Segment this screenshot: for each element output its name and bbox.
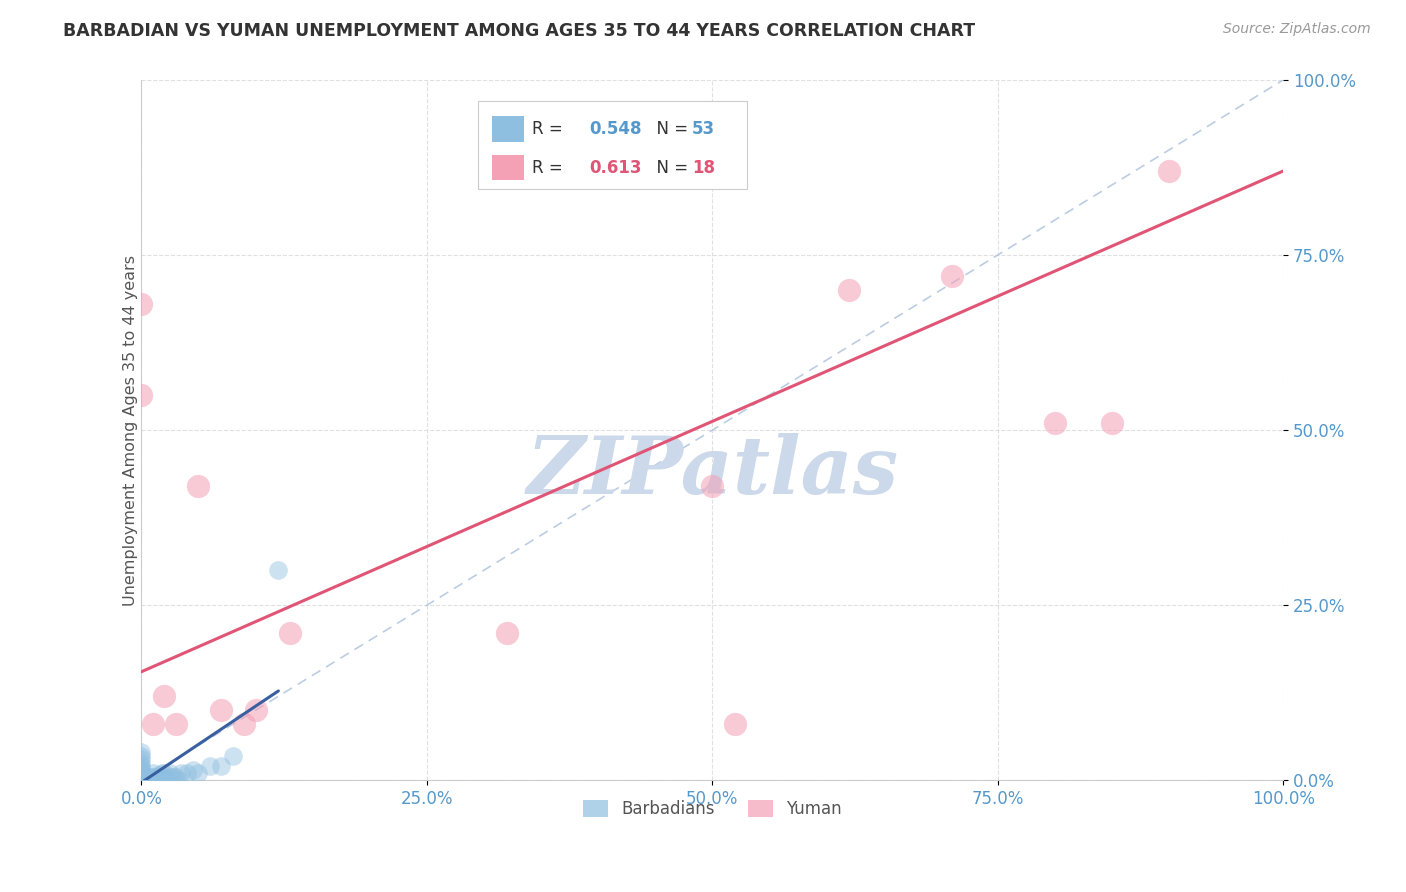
Point xyxy=(142,770,165,784)
Point xyxy=(131,766,153,780)
Text: Source: ZipAtlas.com: Source: ZipAtlas.com xyxy=(1223,22,1371,37)
Point xyxy=(131,767,153,781)
Point xyxy=(495,626,517,640)
Point xyxy=(153,766,176,780)
Point xyxy=(131,770,153,784)
Legend: Barbadians, Yuman: Barbadians, Yuman xyxy=(576,793,848,824)
Point xyxy=(148,773,170,788)
Point xyxy=(131,764,153,779)
Text: N =: N = xyxy=(645,159,693,177)
Text: 0.613: 0.613 xyxy=(589,159,641,177)
Point xyxy=(131,297,153,311)
Point xyxy=(150,766,173,780)
Point xyxy=(159,770,181,784)
Text: R =: R = xyxy=(531,120,568,138)
Point xyxy=(143,773,166,788)
Point xyxy=(209,703,232,717)
Point xyxy=(187,479,209,493)
Point xyxy=(222,748,245,763)
Point xyxy=(165,770,187,784)
Text: BARBADIAN VS YUMAN UNEMPLOYMENT AMONG AGES 35 TO 44 YEARS CORRELATION CHART: BARBADIAN VS YUMAN UNEMPLOYMENT AMONG AG… xyxy=(63,22,976,40)
Point xyxy=(131,763,153,777)
Point xyxy=(233,717,256,731)
Point xyxy=(153,770,176,784)
Point xyxy=(136,773,159,788)
Point xyxy=(131,773,153,788)
Point xyxy=(941,268,963,283)
Point xyxy=(131,773,153,788)
Point xyxy=(149,770,172,784)
Bar xyxy=(492,155,524,180)
Point xyxy=(131,773,153,788)
Bar xyxy=(492,116,524,142)
Point xyxy=(159,766,181,780)
Y-axis label: Unemployment Among Ages 35 to 44 years: Unemployment Among Ages 35 to 44 years xyxy=(122,254,138,606)
Text: 0.548: 0.548 xyxy=(589,120,641,138)
Point xyxy=(162,770,184,784)
Bar xyxy=(478,101,747,188)
Point xyxy=(267,563,290,577)
Point xyxy=(131,748,153,763)
Text: N =: N = xyxy=(645,120,693,138)
Point xyxy=(142,773,165,788)
Point xyxy=(176,766,198,780)
Point xyxy=(142,717,165,731)
Point xyxy=(148,767,170,781)
Text: ZIPatlas: ZIPatlas xyxy=(526,434,898,511)
Point xyxy=(131,773,153,788)
Point xyxy=(155,773,177,788)
Point xyxy=(138,773,160,788)
Point xyxy=(131,773,153,788)
Point xyxy=(245,703,267,717)
Point xyxy=(724,717,747,731)
Point xyxy=(139,770,162,784)
Point xyxy=(131,773,153,788)
Point xyxy=(153,690,176,704)
Point xyxy=(131,773,153,788)
Text: 18: 18 xyxy=(692,159,714,177)
Point xyxy=(131,759,153,773)
Point xyxy=(838,283,860,297)
Point xyxy=(131,766,153,780)
Point xyxy=(181,763,204,777)
Point xyxy=(136,770,159,784)
Point xyxy=(209,759,232,773)
Point xyxy=(278,626,301,640)
Point xyxy=(131,773,153,788)
Text: R =: R = xyxy=(531,159,568,177)
Point xyxy=(131,756,153,770)
Point xyxy=(1101,416,1123,430)
Point xyxy=(198,759,221,773)
Text: 53: 53 xyxy=(692,120,714,138)
Point xyxy=(131,761,153,775)
Point xyxy=(131,752,153,766)
Point xyxy=(702,479,724,493)
Point xyxy=(131,388,153,402)
Point xyxy=(131,773,153,788)
Point xyxy=(131,745,153,759)
Point xyxy=(1157,164,1180,178)
Point xyxy=(167,773,190,788)
Point xyxy=(1043,416,1066,430)
Point xyxy=(145,770,167,784)
Point xyxy=(142,766,165,780)
Point xyxy=(187,766,209,780)
Point xyxy=(165,717,187,731)
Point xyxy=(131,768,153,782)
Point xyxy=(131,770,153,784)
Point xyxy=(170,766,193,780)
Point xyxy=(131,773,153,788)
